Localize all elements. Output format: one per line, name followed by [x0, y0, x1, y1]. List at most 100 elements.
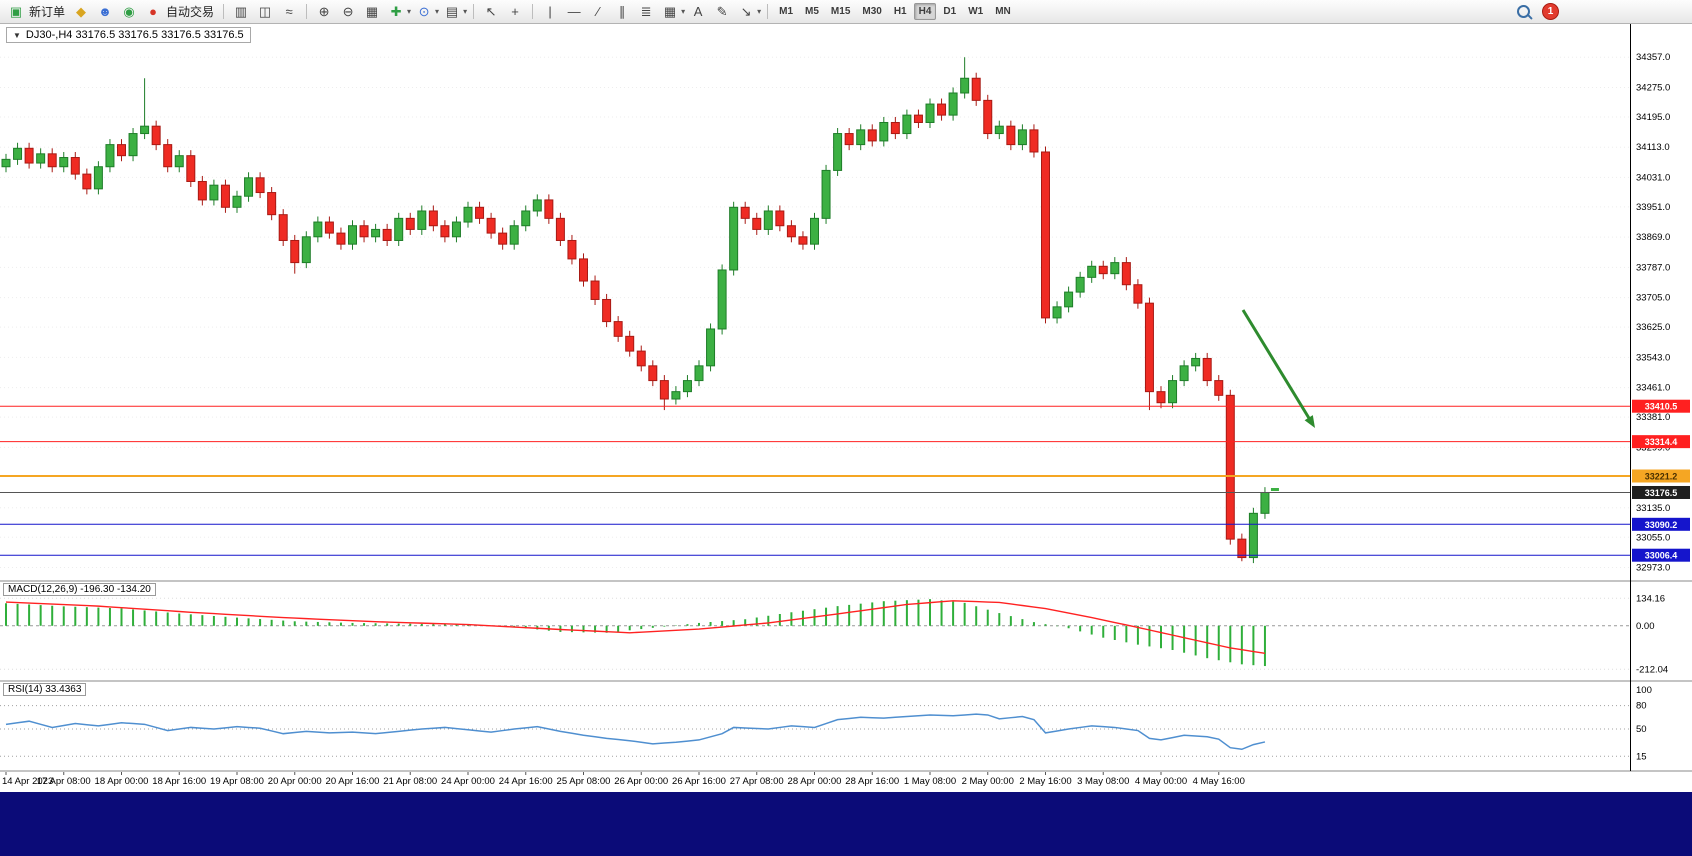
toolbar-separator	[223, 4, 225, 19]
shapes-button[interactable]: ▦ ▾	[659, 2, 685, 22]
line-chart-icon[interactable]: ≈	[285, 4, 293, 19]
timeframe-mn-button[interactable]: MN	[995, 6, 1011, 17]
text-tool-icon[interactable]: A	[693, 4, 703, 19]
svg-text:26 Apr 16:00: 26 Apr 16:00	[672, 776, 726, 787]
chevron-down-icon[interactable]: ▾	[407, 7, 412, 16]
svg-text:1 May 08:00: 1 May 08:00	[904, 776, 956, 787]
auto-trading-button[interactable]: ● 自动交易	[142, 2, 217, 22]
rsi-indicator-label[interactable]: RSI(14) 33.4363	[3, 683, 87, 696]
periods-icon[interactable]: ⊙	[418, 4, 430, 19]
search-icon[interactable]	[1517, 5, 1530, 18]
crosshair-icon[interactable]: +	[511, 4, 519, 19]
svg-text:33705.0: 33705.0	[1636, 293, 1670, 304]
candlestick-chart-icon[interactable]: ◫	[258, 4, 272, 19]
svg-text:24 Apr 16:00: 24 Apr 16:00	[499, 776, 553, 787]
toolbar-separator	[306, 4, 308, 19]
toolbar-separator	[532, 4, 534, 19]
chevron-down-icon[interactable]: ▾	[757, 7, 762, 16]
indicators-icon[interactable]: ✚	[390, 4, 402, 19]
svg-text:34113.0: 34113.0	[1636, 142, 1670, 153]
vertical-line-tool-icon[interactable]: |	[548, 4, 552, 19]
svg-text:18 Apr 00:00: 18 Apr 00:00	[95, 776, 149, 787]
horizontal-line-tool-icon[interactable]: —	[567, 4, 581, 19]
profile-icon[interactable]: ☻	[98, 4, 112, 19]
chart-canvas[interactable]: ▼ DJ30-,H4 33176.5 33176.5 33176.5 33176…	[0, 24, 1692, 792]
templates-icon[interactable]: ▤	[445, 4, 459, 19]
timeframe-h1-button[interactable]: H1	[893, 6, 907, 17]
cursor-icon[interactable]: ↖	[485, 4, 497, 19]
community-icon[interactable]: ◉	[123, 4, 135, 19]
timeframe-d1-button[interactable]: D1	[943, 6, 957, 17]
svg-text:20 Apr 16:00: 20 Apr 16:00	[326, 776, 380, 787]
svg-text:15: 15	[1636, 751, 1647, 762]
zoom-in-icon[interactable]: ⊕	[318, 4, 330, 19]
svg-text:33090.2: 33090.2	[1645, 520, 1678, 530]
timeframe-m15-button[interactable]: M15	[830, 6, 851, 17]
arrows-button[interactable]: ↘ ▾	[735, 2, 761, 22]
svg-text:32973.0: 32973.0	[1636, 563, 1670, 574]
svg-text:4 May 00:00: 4 May 00:00	[1135, 776, 1187, 787]
toolbar-separator	[767, 4, 769, 19]
svg-text:4 May 16:00: 4 May 16:00	[1193, 776, 1245, 787]
svg-text:50: 50	[1636, 724, 1647, 735]
new-order-button[interactable]: ▣ 新订单	[5, 2, 68, 22]
svg-text:33787.0: 33787.0	[1636, 262, 1670, 273]
chevron-down-icon[interactable]: ▾	[463, 7, 468, 16]
timeframe-w1-button[interactable]: W1	[968, 6, 984, 17]
chevron-down-icon[interactable]: ▾	[681, 7, 686, 16]
svg-text:33135.0: 33135.0	[1636, 503, 1670, 514]
svg-text:33410.5: 33410.5	[1645, 402, 1678, 412]
fibonacci-tool-icon[interactable]: ≣	[640, 4, 652, 19]
chart-title: ▼ DJ30-,H4 33176.5 33176.5 33176.5 33176…	[6, 27, 251, 43]
svg-text:2 May 00:00: 2 May 00:00	[962, 776, 1014, 787]
svg-text:24 Apr 00:00: 24 Apr 00:00	[441, 776, 495, 787]
svg-text:0.00: 0.00	[1636, 621, 1655, 632]
svg-text:25 Apr 08:00: 25 Apr 08:00	[557, 776, 611, 787]
svg-text:19 Apr 08:00: 19 Apr 08:00	[210, 776, 264, 787]
chart-plot[interactable]: 34357.0 34275.0 34195.0 34113.0 34031.0 33951…	[0, 24, 1692, 792]
svg-text:3 May 08:00: 3 May 08:00	[1077, 776, 1129, 787]
tile-windows-icon[interactable]: ▦	[365, 4, 379, 19]
trendline-tool-icon[interactable]: ∕	[596, 4, 600, 19]
svg-text:33176.5: 33176.5	[1645, 488, 1678, 498]
svg-text:34357.0: 34357.0	[1636, 52, 1670, 63]
svg-text:33006.4: 33006.4	[1645, 551, 1678, 561]
svg-text:28 Apr 00:00: 28 Apr 00:00	[788, 776, 842, 787]
new-order-label[interactable]: 新订单	[29, 5, 66, 19]
bar-chart-icon[interactable]: ▥	[234, 4, 248, 19]
svg-text:134.16: 134.16	[1636, 593, 1665, 604]
chart-title-text: DJ30-,H4 33176.5 33176.5 33176.5 33176.5	[25, 29, 244, 41]
macd-indicator-label[interactable]: MACD(12,26,9) -196.30 -134.20	[3, 583, 156, 596]
svg-text:-212.04: -212.04	[1636, 664, 1668, 675]
timeframe-m30-button[interactable]: M30	[862, 6, 882, 17]
main-toolbar: ▣ 新订单 ◆ ☻ ◉ ● 自动交易 ▥ ◫ ≈ ⊕ ⊖ ▦ ✚ ▾ ⊙ ▾ ▤…	[0, 0, 1692, 24]
new-order-icon[interactable]: ▣	[9, 4, 23, 19]
periods-button[interactable]: ⊙ ▾	[413, 2, 439, 22]
timeframe-h4-button[interactable]: H4	[913, 3, 937, 20]
svg-text:33625.0: 33625.0	[1636, 322, 1670, 333]
svg-text:17 Apr 08:00: 17 Apr 08:00	[37, 776, 91, 787]
svg-text:28 Apr 16:00: 28 Apr 16:00	[845, 776, 899, 787]
shapes-icon[interactable]: ▦	[663, 4, 677, 19]
timeframe-m5-button[interactable]: M5	[805, 6, 819, 17]
collapse-arrow-icon[interactable]: ▼	[13, 30, 21, 40]
auto-trading-label[interactable]: 自动交易	[166, 5, 215, 19]
text-label-tool-icon[interactable]: ✎	[716, 4, 728, 19]
navigator-icon[interactable]: ◆	[76, 4, 87, 19]
indicators-button[interactable]: ✚ ▾	[385, 2, 411, 22]
svg-text:34195.0: 34195.0	[1636, 112, 1670, 123]
zoom-out-icon[interactable]: ⊖	[342, 4, 354, 19]
templates-button[interactable]: ▤ ▾	[441, 2, 467, 22]
arrows-tool-icon[interactable]: ↘	[740, 4, 752, 19]
svg-text:33869.0: 33869.0	[1636, 232, 1670, 243]
timeframe-m1-button[interactable]: M1	[779, 6, 794, 17]
svg-text:33543.0: 33543.0	[1636, 352, 1670, 363]
channel-tool-icon[interactable]: ∥	[618, 4, 626, 19]
svg-text:34275.0: 34275.0	[1636, 82, 1670, 93]
svg-text:33381.0: 33381.0	[1636, 412, 1670, 423]
auto-trading-status-icon[interactable]: ●	[149, 4, 157, 19]
bottom-panel	[0, 792, 1692, 856]
notification-badge[interactable]: 1	[1542, 3, 1559, 20]
chevron-down-icon[interactable]: ▾	[435, 7, 440, 16]
svg-text:33461.0: 33461.0	[1636, 383, 1670, 394]
